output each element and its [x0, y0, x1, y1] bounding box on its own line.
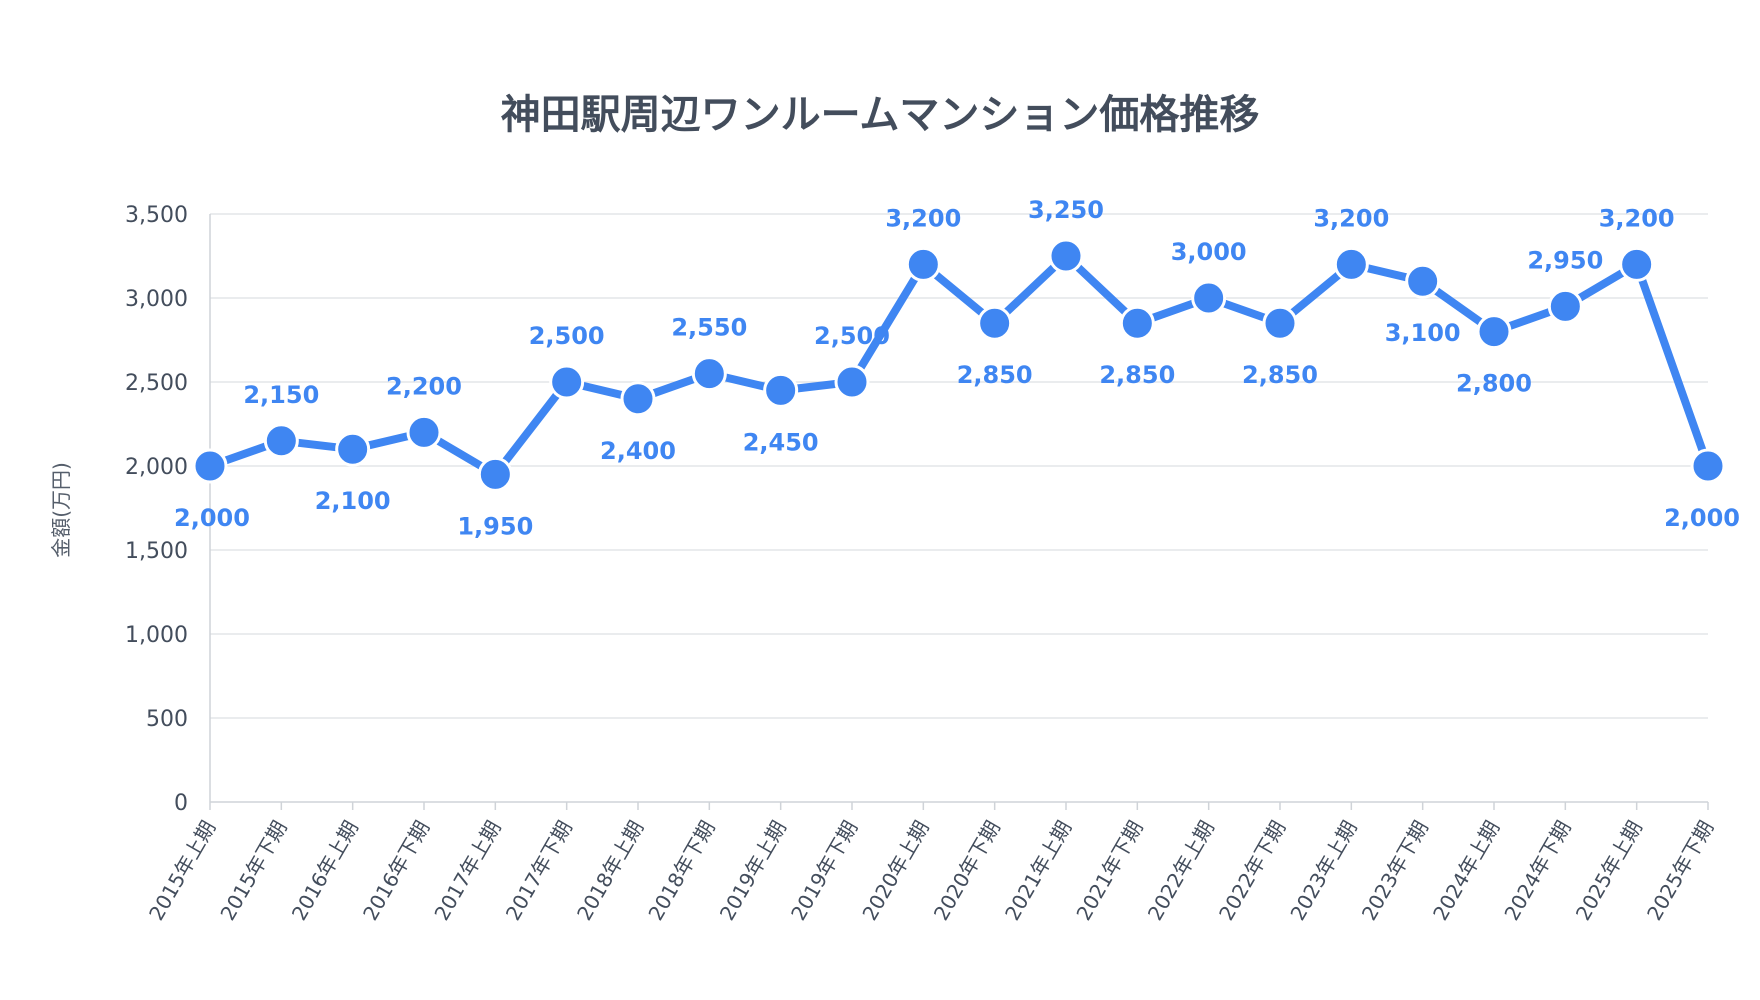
data-point — [905, 246, 941, 282]
x-tick-label: 2023年上期 — [1285, 817, 1361, 925]
y-tick-label: 1,000 — [125, 623, 188, 648]
y-tick-label: 3,500 — [125, 203, 188, 228]
series-line — [206, 252, 1712, 479]
data-point — [1048, 238, 1084, 274]
data-label: 2,500 — [814, 322, 890, 350]
series-line-group — [206, 252, 1712, 479]
x-tick-label: 2018年下期 — [643, 817, 719, 925]
x-tick-label: 2024年下期 — [1499, 817, 1575, 925]
data-label: 2,450 — [743, 428, 819, 456]
data-label: 2,400 — [600, 437, 676, 465]
chart-title: 神田駅周辺ワンルームマンション価格推移 — [501, 92, 1260, 138]
data-point — [192, 448, 228, 484]
data-point — [977, 305, 1013, 341]
data-label: 3,200 — [1313, 204, 1389, 232]
data-label: 3,000 — [1171, 238, 1247, 266]
data-label: 2,850 — [957, 361, 1033, 389]
x-tick-label: 2015年下期 — [215, 817, 291, 925]
y-tick-label: 3,000 — [125, 287, 188, 312]
x-tick-label: 2016年下期 — [358, 817, 434, 925]
data-label: 1,950 — [457, 512, 533, 540]
data-label: 2,850 — [1099, 361, 1175, 389]
x-tick-label: 2022年上期 — [1143, 817, 1219, 925]
data-label: 3,200 — [885, 204, 961, 232]
x-tick-label: 2016年上期 — [287, 817, 363, 925]
y-tick-labels: 0 500 1,000 1,500 2,000 2,500 3,000 3,500 — [125, 203, 188, 816]
gridlines — [209, 213, 1708, 803]
data-labels: 2,000 2,150 2,100 2,200 1,950 2,500 2,400 2,550… — [174, 196, 1740, 540]
x-tick-label: 2025年下期 — [1642, 817, 1718, 925]
x-tick-label: 2015年上期 — [144, 817, 220, 925]
data-point — [1119, 305, 1155, 341]
data-point — [1690, 448, 1726, 484]
data-label: 3,100 — [1385, 319, 1461, 347]
x-tick-label: 2017年下期 — [501, 817, 577, 925]
data-point — [335, 431, 371, 467]
x-tick-label: 2022年下期 — [1214, 817, 1290, 925]
data-label: 2,800 — [1456, 370, 1532, 398]
data-point — [1191, 280, 1227, 316]
y-axis-label: 金額(万円) — [49, 462, 73, 558]
x-tick-label: 2025年上期 — [1571, 817, 1647, 925]
data-label: 2,150 — [243, 381, 319, 409]
x-tick-label: 2023年下期 — [1357, 817, 1433, 925]
data-label: 2,000 — [1664, 504, 1740, 532]
y-tick-label: 1,500 — [125, 539, 188, 564]
data-point — [834, 364, 870, 400]
data-point — [620, 381, 656, 417]
data-point — [263, 423, 299, 459]
data-label: 2,000 — [174, 504, 250, 532]
x-tick-label: 2019年上期 — [715, 817, 791, 925]
data-label: 2,850 — [1242, 361, 1318, 389]
data-label: 3,250 — [1028, 196, 1104, 224]
x-tick-label: 2018年上期 — [572, 817, 648, 925]
data-point — [406, 414, 442, 450]
y-tick-label: 2,500 — [125, 371, 188, 396]
data-point — [1262, 305, 1298, 341]
data-point — [1333, 246, 1369, 282]
x-tick-labels: 2015年上期2015年下期2016年上期2016年下期2017年上期2017年… — [144, 802, 1718, 925]
data-label: 2,100 — [315, 487, 391, 515]
data-point — [477, 456, 513, 492]
x-tick-label: 2021年下期 — [1071, 817, 1147, 925]
y-tick-label: 500 — [146, 707, 188, 732]
data-point — [549, 364, 585, 400]
x-tick-label: 2017年上期 — [429, 817, 505, 925]
x-tick-label: 2021年上期 — [1000, 817, 1076, 925]
x-tick-label: 2020年下期 — [929, 817, 1005, 925]
data-point — [1547, 288, 1583, 324]
data-point — [1619, 246, 1655, 282]
y-tick-label: 2,000 — [125, 455, 188, 480]
data-point — [1476, 314, 1512, 350]
x-tick-label: 2019年下期 — [786, 817, 862, 925]
data-label: 2,550 — [671, 314, 747, 342]
data-label: 2,200 — [386, 372, 462, 400]
data-point — [691, 356, 727, 392]
y-tick-label: 0 — [174, 791, 188, 816]
x-tick-label: 2020年上期 — [857, 816, 933, 924]
data-points — [192, 238, 1726, 492]
data-point — [763, 372, 799, 408]
x-tick-label: 2024年上期 — [1428, 817, 1504, 925]
data-label: 2,950 — [1527, 246, 1603, 274]
data-point — [1405, 263, 1441, 299]
data-label: 3,200 — [1599, 204, 1675, 232]
data-label: 2,500 — [529, 322, 605, 350]
